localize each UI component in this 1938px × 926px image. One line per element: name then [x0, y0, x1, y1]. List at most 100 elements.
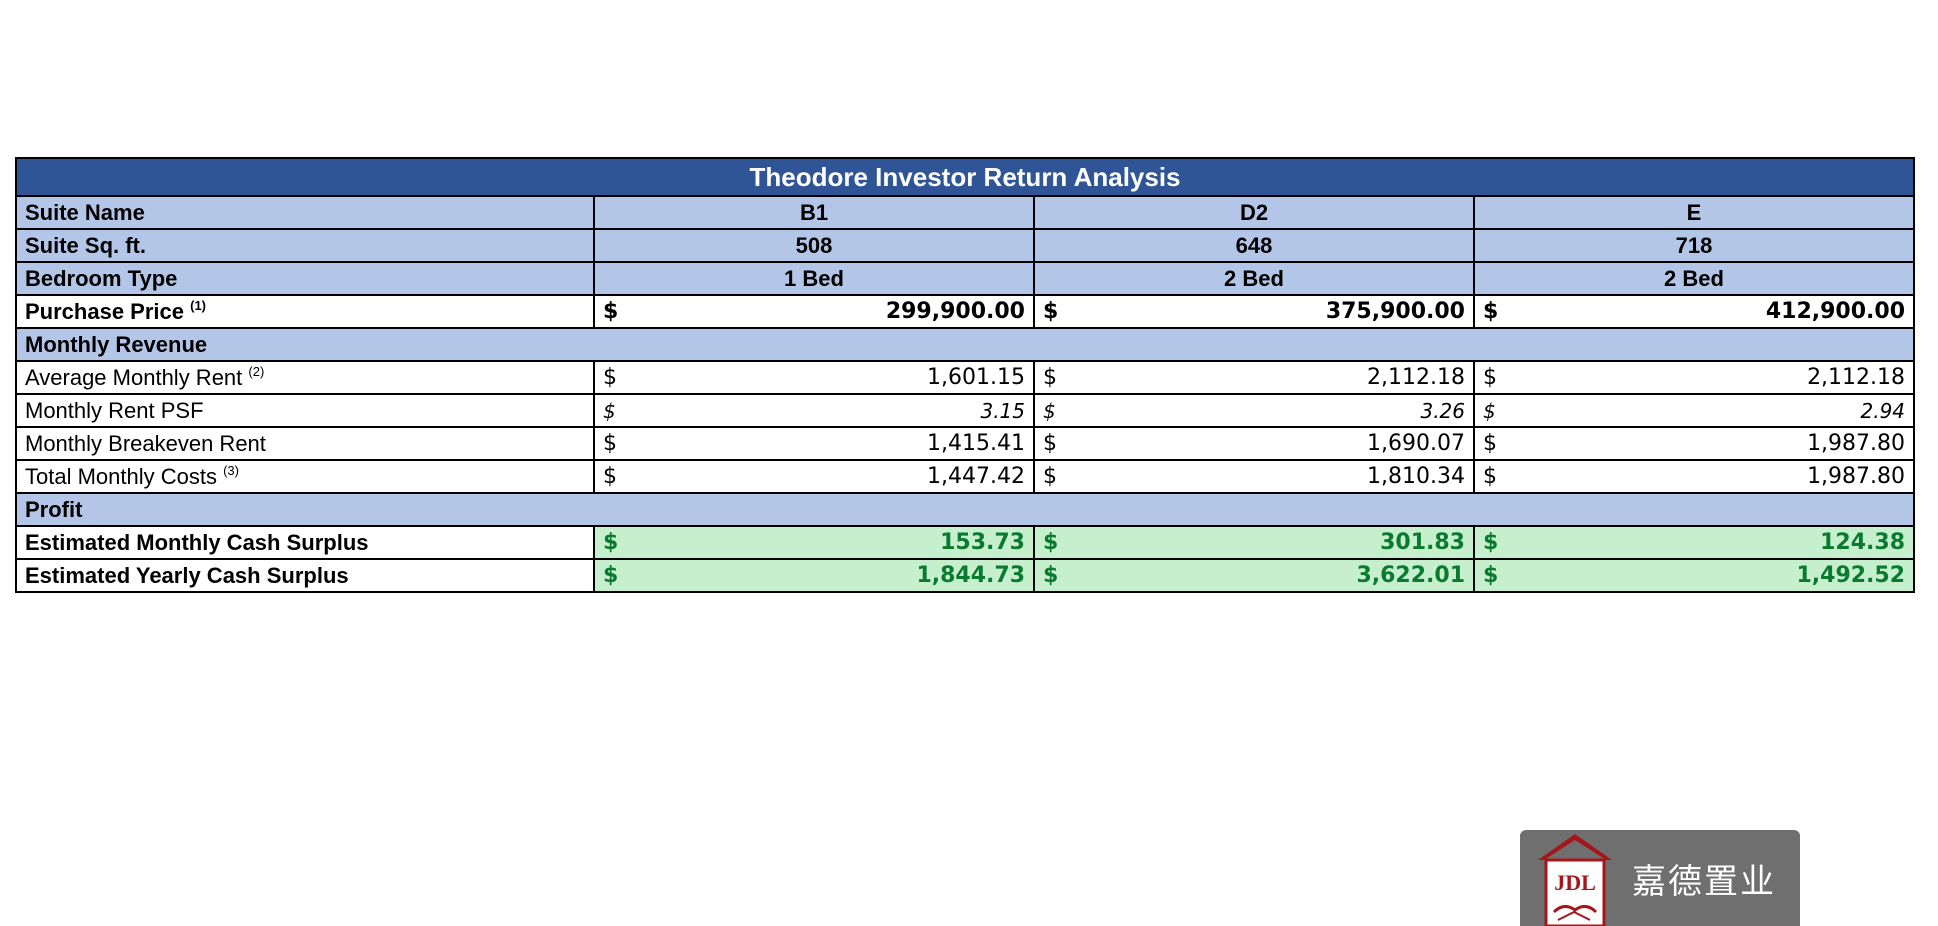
sqft-b1: 508 [593, 228, 1035, 263]
amount: 1,810.34 [1367, 464, 1465, 489]
currency-symbol: $ [1483, 299, 1499, 324]
label-text: Average Monthly Rent [25, 364, 243, 390]
price-b1: $299,900.00 [593, 294, 1035, 329]
price-e: $412,900.00 [1472, 294, 1916, 329]
monthly-surplus-e: $124.38 [1472, 525, 1916, 560]
yearly-surplus-d2: $3,622.01 [1033, 558, 1475, 593]
sqft-e: 718 [1472, 228, 1916, 263]
currency-symbol: $ [1043, 530, 1059, 555]
logo-text: JDL [1554, 870, 1596, 895]
currency-symbol: $ [603, 563, 619, 588]
currency-symbol: $ [1483, 398, 1496, 423]
yearly-surplus-e: $1,492.52 [1472, 558, 1916, 593]
costs-d2: $1,810.34 [1033, 459, 1475, 494]
currency-symbol: $ [1043, 431, 1057, 456]
breakeven-e: $1,987.80 [1472, 426, 1916, 461]
breakeven-rent-row: Monthly Breakeven Rent $1,415.41 $1,690.… [15, 426, 1916, 461]
currency-symbol: $ [603, 398, 616, 423]
row-label: Monthly Breakeven Rent [15, 426, 595, 461]
row-label: Suite Name [15, 195, 595, 230]
currency-symbol: $ [603, 464, 617, 489]
rent-d2: $2,112.18 [1033, 360, 1475, 395]
amount: 299,900.00 [885, 299, 1025, 324]
amount: 3,622.01 [1356, 563, 1465, 588]
amount: 1,492.52 [1796, 563, 1906, 588]
amount: 301.83 [1380, 530, 1465, 555]
currency-symbol: $ [1043, 365, 1057, 390]
amount: 1,447.42 [927, 464, 1025, 489]
amount: 1,987.80 [1807, 431, 1906, 456]
breakeven-b1: $1,415.41 [593, 426, 1035, 461]
amount: 3.26 [1420, 398, 1465, 423]
monthly-rent-psf-row: Monthly Rent PSF $3.15 $3.26 $2.94 [15, 393, 1916, 428]
yearly-surplus-b1: $1,844.73 [593, 558, 1035, 593]
avg-monthly-rent-row: Average Monthly Rent (2) $1,601.15 $2,11… [15, 360, 1916, 395]
row-label: Monthly Rent PSF [15, 393, 595, 428]
amount: 124.38 [1820, 530, 1906, 555]
label-text: Total Monthly Costs [25, 463, 217, 489]
psf-d2: $3.26 [1033, 393, 1475, 428]
amount: 1,844.73 [916, 563, 1025, 588]
currency-symbol: $ [603, 365, 617, 390]
amount: 153.73 [940, 530, 1025, 555]
costs-b1: $1,447.42 [593, 459, 1035, 494]
amount: 2,112.18 [1807, 365, 1906, 390]
suite-name-row: Suite Name B1 D2 E [15, 195, 1916, 230]
currency-symbol: $ [1483, 431, 1497, 456]
amount: 2,112.18 [1367, 365, 1465, 390]
watermark-text: 嘉德置业 [1632, 861, 1776, 902]
jdl-house-logo-icon: JDL [1538, 834, 1612, 926]
profit-section: Profit [14, 492, 1916, 527]
bedroom-type-row: Bedroom Type 1 Bed 2 Bed 2 Bed [15, 261, 1916, 296]
suite-sqft-row: Suite Sq. ft. 508 648 718 [15, 228, 1916, 263]
row-label: Bedroom Type [15, 261, 595, 296]
total-monthly-costs-row: Total Monthly Costs (3) $1,447.42 $1,810… [15, 459, 1916, 494]
currency-symbol: $ [603, 530, 619, 555]
yearly-surplus-row: Estimated Yearly Cash Surplus $1,844.73 … [15, 558, 1916, 593]
psf-b1: $3.15 [593, 393, 1035, 428]
rent-e: $2,112.18 [1472, 360, 1916, 395]
amount: 1,601.15 [927, 365, 1025, 390]
currency-symbol: $ [1483, 464, 1497, 489]
row-label: Suite Sq. ft. [15, 228, 595, 263]
currency-symbol: $ [1043, 398, 1056, 423]
jdl-watermark: JDL 嘉德置业 [1520, 830, 1800, 926]
section-label: Monthly Revenue [14, 327, 1916, 362]
monthly-surplus-row: Estimated Monthly Cash Surplus $153.73 $… [15, 525, 1916, 560]
breakeven-d2: $1,690.07 [1033, 426, 1475, 461]
currency-symbol: $ [1043, 299, 1059, 324]
row-label: Average Monthly Rent (2) [15, 360, 595, 395]
investor-return-table: Theodore Investor Return Analysis Suite … [14, 157, 1916, 593]
currency-symbol: $ [1483, 365, 1497, 390]
footnote-marker: (1) [190, 297, 206, 313]
currency-symbol: $ [1043, 563, 1059, 588]
row-label: Estimated Yearly Cash Surplus [15, 558, 595, 593]
currency-symbol: $ [603, 431, 617, 456]
amount: 3.15 [980, 398, 1025, 423]
section-label: Profit [14, 492, 1916, 527]
footnote-marker: (3) [223, 462, 239, 478]
currency-symbol: $ [1043, 464, 1057, 489]
row-label: Purchase Price (1) [15, 294, 595, 329]
costs-e: $1,987.80 [1472, 459, 1916, 494]
row-label: Total Monthly Costs (3) [15, 459, 595, 494]
currency-symbol: $ [1483, 530, 1499, 555]
sqft-d2: 648 [1033, 228, 1475, 263]
price-d2: $375,900.00 [1033, 294, 1475, 329]
amount: 2.94 [1860, 398, 1906, 423]
amount: 375,900.00 [1325, 299, 1465, 324]
purchase-price-row: Purchase Price (1) $299,900.00 $375,900.… [15, 294, 1916, 329]
amount: 412,900.00 [1765, 299, 1906, 324]
suite-name-e: E [1472, 195, 1916, 230]
suite-name-d2: D2 [1033, 195, 1475, 230]
amount: 1,987.80 [1807, 464, 1906, 489]
rent-b1: $1,601.15 [593, 360, 1035, 395]
bedroom-b1: 1 Bed [593, 261, 1035, 296]
table-title: Theodore Investor Return Analysis [14, 157, 1916, 197]
bedroom-d2: 2 Bed [1033, 261, 1475, 296]
monthly-revenue-section: Monthly Revenue [14, 327, 1916, 362]
row-label: Estimated Monthly Cash Surplus [15, 525, 595, 560]
bedroom-e: 2 Bed [1472, 261, 1916, 296]
amount: 1,415.41 [927, 431, 1025, 456]
monthly-surplus-d2: $301.83 [1033, 525, 1475, 560]
